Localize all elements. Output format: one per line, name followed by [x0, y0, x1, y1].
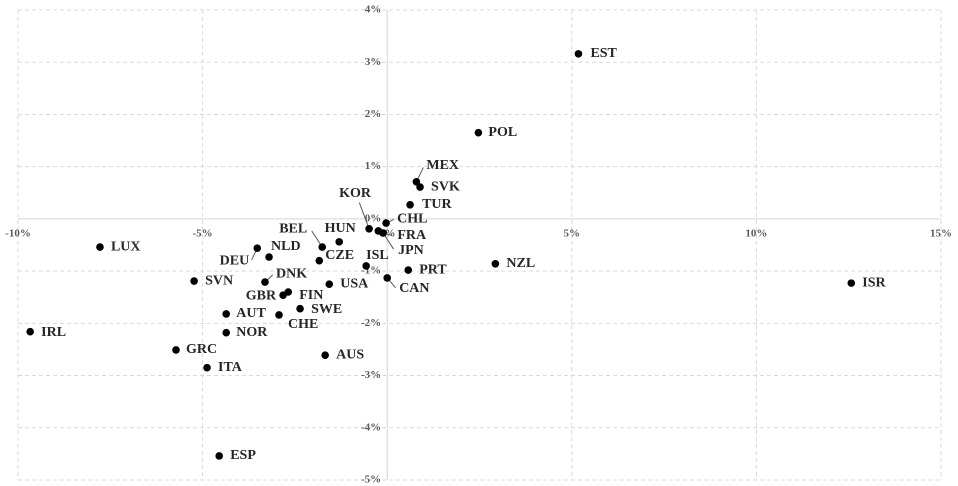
point-label: EST — [590, 46, 617, 61]
point — [474, 128, 483, 137]
point — [190, 277, 198, 285]
point-label: FIN — [299, 288, 323, 303]
leader-line — [358, 202, 370, 229]
point — [404, 266, 413, 274]
point-label: HUN — [325, 221, 356, 236]
x-tick-label: 10% — [745, 227, 767, 239]
point — [365, 225, 373, 233]
point-label: GRC — [186, 342, 217, 357]
y-tick-label: 4% — [365, 4, 382, 16]
point-label: KOR — [339, 186, 372, 201]
point — [847, 279, 856, 287]
point — [382, 219, 390, 227]
point-label: DEU — [220, 253, 250, 268]
y-tick-label: 1% — [365, 160, 382, 172]
point — [383, 274, 392, 282]
point-label: ESP — [230, 448, 256, 463]
point-label: CHL — [397, 211, 427, 226]
point — [253, 244, 262, 252]
x-tick-label: 15% — [930, 227, 952, 239]
point-label: MEX — [426, 158, 459, 173]
point — [284, 288, 293, 296]
point-label: FRA — [397, 228, 427, 243]
point — [325, 280, 334, 288]
point-label: AUT — [236, 306, 266, 321]
point-label: PRT — [419, 262, 447, 277]
point — [406, 200, 414, 209]
point — [275, 311, 283, 319]
point-label: LUX — [111, 239, 141, 254]
y-tick-label: -5% — [361, 474, 381, 486]
point-label: CAN — [399, 281, 429, 296]
y-tick-label: -3% — [361, 369, 381, 381]
point — [96, 243, 104, 251]
point-label: USA — [340, 276, 369, 291]
point — [26, 327, 34, 336]
point-label: SWE — [311, 302, 342, 317]
point — [416, 183, 424, 191]
point — [491, 260, 500, 268]
point — [335, 238, 344, 246]
point — [296, 304, 304, 313]
point — [362, 262, 370, 270]
point — [203, 363, 211, 372]
point — [321, 351, 329, 359]
point-label: GBR — [246, 288, 277, 303]
point — [318, 243, 327, 251]
y-tick-label: -2% — [361, 317, 381, 329]
point — [379, 229, 387, 237]
point — [261, 278, 269, 286]
point-label: AUS — [336, 347, 364, 362]
point-label: IRL — [41, 325, 66, 340]
point-label: JPN — [398, 243, 424, 258]
point — [215, 452, 224, 460]
point-label: TUR — [422, 197, 452, 212]
point-label: DNK — [276, 266, 307, 281]
point-label: NOR — [236, 325, 268, 340]
point-label: BEL — [279, 221, 307, 236]
point-label: ISR — [862, 275, 886, 290]
point — [574, 50, 583, 58]
point-label: NZL — [506, 256, 535, 271]
point-label: ITA — [218, 360, 243, 375]
point — [222, 310, 231, 318]
point — [222, 328, 231, 337]
y-tick-label: -4% — [361, 421, 381, 433]
point — [172, 346, 180, 354]
point-label: SVN — [205, 273, 233, 288]
point-label: POL — [488, 125, 517, 140]
x-tick-label: 5% — [564, 227, 581, 239]
point-label: NLD — [271, 239, 301, 254]
point-label: CHE — [288, 317, 318, 332]
point — [265, 253, 273, 261]
y-tick-label: 0% — [365, 212, 382, 224]
y-tick-label: 3% — [365, 56, 382, 68]
x-tick-label: -10% — [5, 227, 31, 239]
point-label: CZE — [325, 248, 354, 263]
x-tick-label: -5% — [193, 227, 213, 239]
y-tick-label: 2% — [365, 108, 382, 120]
point-label: ISL — [366, 248, 389, 263]
point-label: SVK — [431, 179, 460, 194]
point — [315, 256, 324, 265]
